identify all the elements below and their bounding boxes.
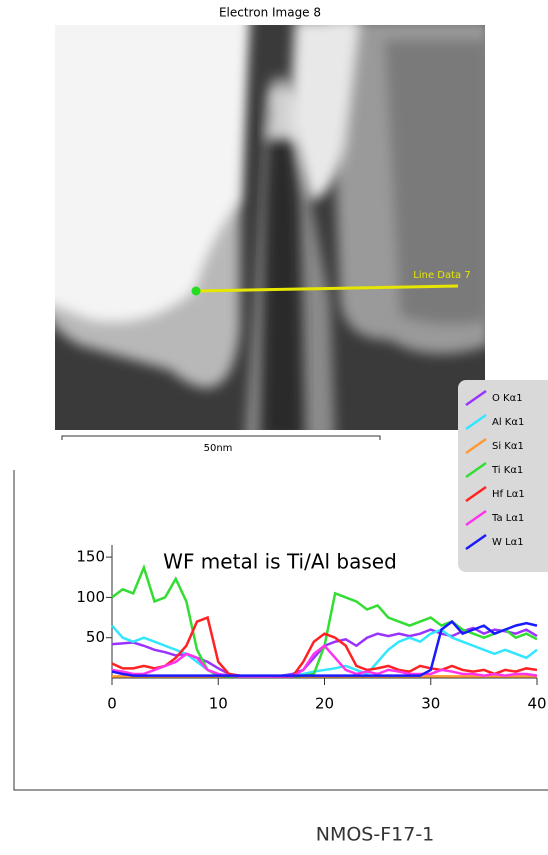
scale-bar [61,435,381,440]
legend [458,380,548,572]
series-line [111,624,538,678]
legend-swatch [465,461,487,479]
caption: NMOS-F17-1 [316,824,435,846]
legend-swatch [465,437,487,455]
y-tick-label: 150 [76,548,105,566]
legend-label: Hf Lα1 [492,489,525,500]
legend-swatch [465,389,487,407]
x-tick-label: 40 [527,695,546,713]
legend-label: Ta Lα1 [491,513,524,524]
scan-line [195,284,459,293]
legend-label: Ti Kα1 [491,465,523,476]
series-line [111,615,538,678]
legend-label: Si Kα1 [492,441,524,452]
legend-swatch [465,509,487,527]
y-tick-label: 50 [86,628,105,646]
x-tick-label: 0 [107,695,117,713]
legend-swatch [465,413,487,431]
chart-title: WF metal is Ti/Al based [163,550,397,574]
y-tick-label: 100 [76,588,105,606]
legend-label: W Lα1 [492,537,524,548]
legend-swatch [465,533,487,551]
series-line [111,644,538,678]
image-title: Electron Image 8 [219,6,321,20]
frame [13,470,548,791]
x-tick-label: 30 [421,695,440,713]
scan-start [191,286,201,296]
legend-swatch [465,485,487,503]
legend-label: O Kα1 [492,393,523,404]
series-line [111,563,538,678]
electron-image [55,25,485,430]
legend-label: Al Kα1 [492,417,524,428]
line-label: Line Data 7 [413,270,470,281]
series-line [111,619,538,677]
x-tick-label: 20 [315,695,334,713]
x-tick-label: 10 [209,695,228,713]
scale-label: 50nm [204,443,233,454]
